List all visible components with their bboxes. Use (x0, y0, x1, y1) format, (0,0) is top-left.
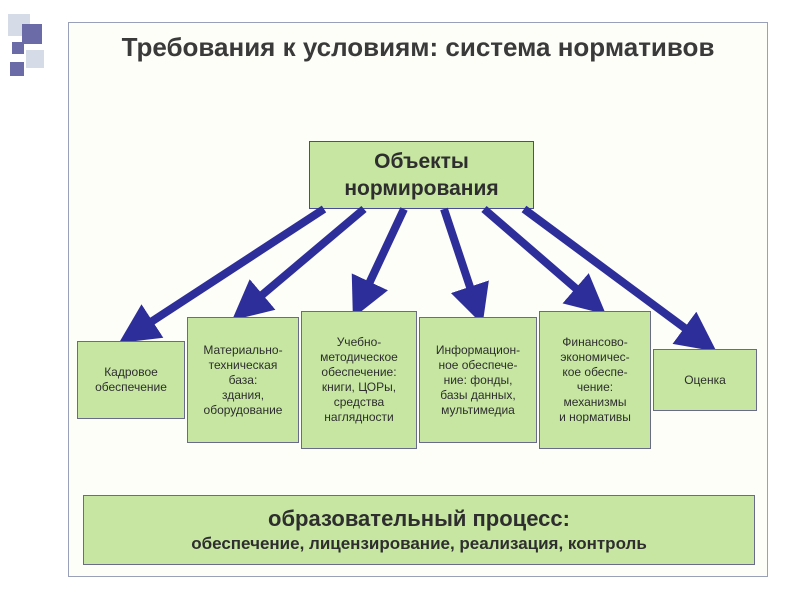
arrow (444, 209, 478, 311)
bottom-bar: образовательный процесс: обеспечение, ли… (83, 495, 755, 565)
leaf-node: Учебно- методическое обеспечение: книги,… (301, 311, 417, 449)
title-text: Требования к условиям: система нормативо… (122, 32, 715, 62)
slide-title: Требования к условиям: система нормативо… (69, 31, 767, 64)
leaf-label: Материально- техническая база: здания, о… (203, 343, 282, 418)
leaf-label: Учебно- методическое обеспечение: книги,… (320, 335, 398, 425)
leaf-label: Информацион- ное обеспече- ние: фонды, б… (436, 343, 520, 418)
leaf-node: Информацион- ное обеспече- ние: фонды, б… (419, 317, 537, 443)
leaf-label: Кадровое обеспечение (95, 365, 167, 395)
arrow (484, 209, 595, 305)
decor-square (10, 62, 24, 76)
leaf-node: Оценка (653, 349, 757, 411)
slide-decor (8, 14, 58, 84)
leaf-label: Оценка (684, 373, 726, 388)
decor-square (22, 24, 42, 44)
central-label: Объекты нормирования (344, 148, 498, 203)
arrow (359, 209, 404, 305)
leaf-node: Финансово- экономичес- кое обеспе- чение… (539, 311, 651, 449)
leaf-label: Финансово- экономичес- кое обеспе- чение… (559, 335, 631, 425)
decor-square (12, 42, 24, 54)
bottom-title: образовательный процесс: (268, 505, 570, 534)
decor-square (26, 50, 44, 68)
bottom-subtitle: обеспечение, лицензирование, реализация,… (191, 533, 647, 555)
leaf-node: Материально- техническая база: здания, о… (187, 317, 299, 443)
leaf-node: Кадровое обеспечение (77, 341, 185, 419)
central-node: Объекты нормирования (309, 141, 534, 209)
content-frame: Требования к условиям: система нормативо… (68, 22, 768, 577)
arrow (243, 209, 364, 311)
